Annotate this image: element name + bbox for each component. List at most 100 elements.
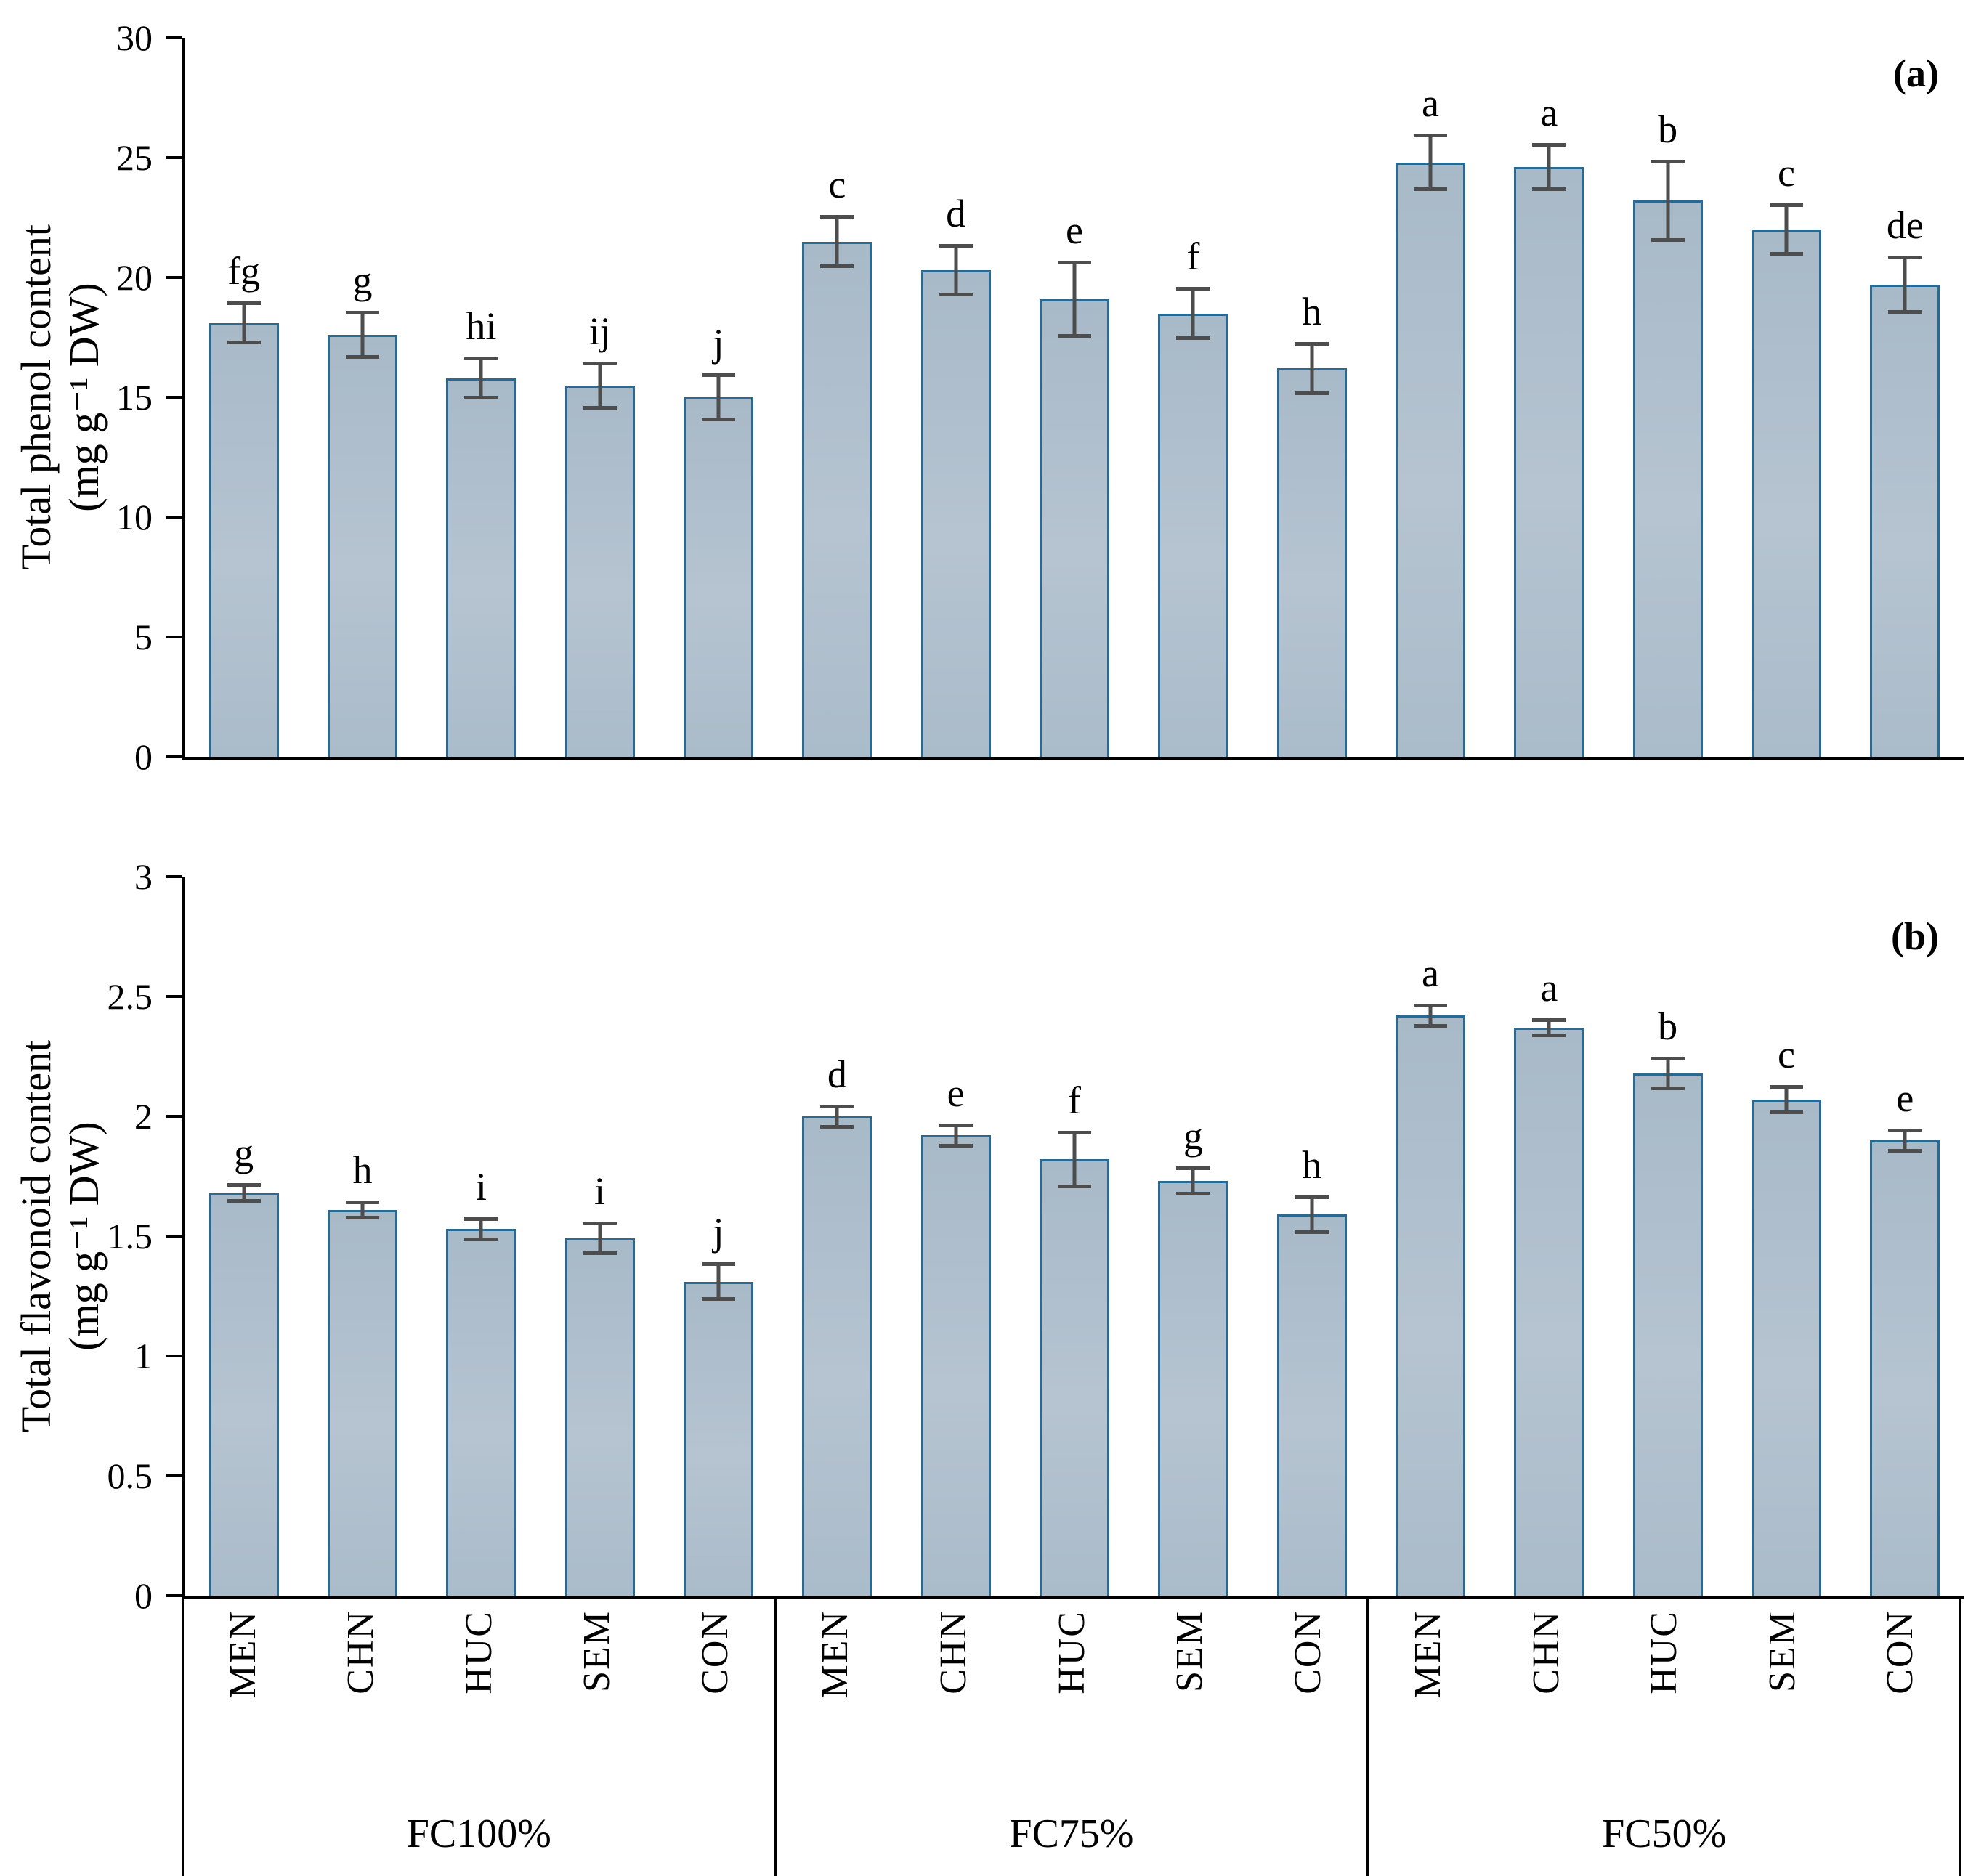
- error-bar: [1295, 342, 1329, 395]
- error-bar: [227, 301, 261, 345]
- treatment-label: HUC: [1050, 1610, 1093, 1694]
- y-tick-label: 0: [134, 1575, 153, 1616]
- error-bar-cap-bottom: [1532, 1034, 1566, 1038]
- bar: [1632, 200, 1703, 757]
- significance-letter: e: [1066, 208, 1083, 252]
- bar: [1514, 167, 1584, 757]
- error-bar-cap-bottom: [1414, 1023, 1447, 1028]
- bar: [1276, 1214, 1347, 1596]
- error-bar-line: [479, 356, 483, 400]
- bar: [1514, 1027, 1584, 1596]
- treatment-label: MEN: [222, 1610, 264, 1699]
- y-tick-label: 30: [116, 17, 153, 58]
- treatment-label: CHN: [1525, 1610, 1567, 1694]
- error-bar: [1888, 1128, 1922, 1153]
- error-bar-line: [1666, 1056, 1670, 1090]
- treatment-slot: CHN: [1487, 1599, 1605, 1694]
- y-axis-units-a: (mg g⁻¹ DW): [60, 283, 108, 512]
- error-bar-cap-top: [1770, 203, 1803, 207]
- bar: [1396, 1015, 1465, 1596]
- bar: [1158, 313, 1228, 757]
- error-bar-line: [954, 243, 958, 297]
- y-tick-label: 2: [134, 1096, 153, 1137]
- bar: [684, 1281, 753, 1596]
- treatment-slot: MEN: [1369, 1599, 1487, 1699]
- y-tick: [166, 1474, 182, 1477]
- error-bar-cap-top: [1532, 143, 1566, 147]
- y-tick-label: 3: [134, 856, 153, 897]
- bar: [446, 1229, 517, 1596]
- error-bar-cap-bottom: [939, 1143, 973, 1148]
- treatment-slot: CON: [1249, 1599, 1367, 1694]
- group-cell: MEN CHN HUC SEM CON FC75%: [777, 1599, 1369, 1876]
- bar: [920, 1135, 991, 1596]
- error-bar-cap-top: [939, 1123, 973, 1127]
- error-bar-cap-bottom: [1888, 1148, 1922, 1153]
- error-bar-cap-bottom: [346, 355, 379, 360]
- group-label: FC100%: [406, 1811, 551, 1856]
- error-bar-cap-bottom: [346, 1215, 379, 1219]
- significance-letter: a: [1422, 81, 1439, 125]
- error-bar-cap-top: [227, 1183, 261, 1187]
- bar: [1158, 1181, 1228, 1596]
- treatment-label: SEM: [1169, 1610, 1211, 1692]
- y-axis-title-a: Total phenol content: [12, 224, 60, 570]
- treatment-label: CHN: [932, 1610, 974, 1694]
- error-bar-line: [1784, 203, 1789, 256]
- significance-letter: a: [1422, 951, 1439, 995]
- error-bar-cap-bottom: [820, 264, 854, 268]
- error-bar-cap-bottom: [1295, 391, 1329, 395]
- y-tick: [166, 276, 182, 279]
- error-bar: [1651, 1056, 1685, 1090]
- error-bar-line: [598, 361, 602, 410]
- y-tick: [166, 1115, 182, 1118]
- treatment-label-row: MEN CHN HUC SEM CON: [184, 1599, 774, 1811]
- significance-letter: h: [1302, 290, 1322, 334]
- error-bar-line: [1666, 160, 1670, 242]
- bar: [1040, 1159, 1109, 1596]
- bar: [1870, 1140, 1940, 1596]
- y-tick: [166, 516, 182, 519]
- significance-letter: h: [352, 1148, 373, 1192]
- error-bar: [1414, 1003, 1447, 1028]
- significance-letter: j: [713, 321, 724, 365]
- error-bar: [939, 243, 973, 297]
- significance-letter: ij: [588, 309, 611, 353]
- error-bar-cap-top: [1295, 1195, 1329, 1199]
- treatment-label: CHN: [340, 1610, 382, 1694]
- error-bar-line: [835, 1104, 839, 1129]
- treatment-slot: HUC: [1605, 1599, 1723, 1694]
- error-bar-cap-bottom: [464, 1237, 498, 1241]
- error-bar-cap-bottom: [583, 405, 617, 410]
- error-bar-cap-bottom: [227, 1198, 261, 1203]
- plot-area-b: 0 0.5 1 1.5 2 2.5 3 g h i i j d e f g h a a b c e: [108, 858, 1964, 1614]
- bar: [564, 1238, 635, 1596]
- error-bar: [1532, 143, 1566, 192]
- error-bar: [464, 356, 498, 400]
- x-axis-box: MEN CHN HUC SEM CON FC100% MEN CHN HUC SEM CON FC75…: [182, 1599, 1962, 1876]
- error-bar-line: [598, 1222, 602, 1256]
- error-bar-cap-top: [464, 356, 498, 360]
- error-bar-cap-top: [1651, 160, 1685, 164]
- error-bar-cap-bottom: [1651, 1086, 1685, 1090]
- y-tick-label: 1.5: [107, 1216, 153, 1256]
- error-bar-cap-top: [1532, 1018, 1566, 1022]
- error-bar-cap-top: [1888, 256, 1922, 260]
- bar: [1752, 230, 1821, 757]
- bar: [446, 378, 517, 757]
- error-bar-cap-bottom: [464, 396, 498, 400]
- treatment-label: HUC: [458, 1610, 500, 1694]
- error-bar-cap-bottom: [1295, 1230, 1329, 1234]
- significance-letter: c: [828, 163, 846, 207]
- error-bar: [227, 1183, 261, 1203]
- treatment-label: HUC: [1643, 1610, 1685, 1694]
- y-tick-label: 25: [116, 137, 153, 178]
- error-bar-line: [360, 311, 365, 360]
- treatment-label: SEM: [576, 1610, 618, 1692]
- error-bar-line: [954, 1123, 958, 1148]
- error-bar: [1532, 1018, 1566, 1038]
- error-bar-cap-bottom: [1651, 237, 1685, 242]
- error-bar: [1176, 1166, 1210, 1195]
- bar: [328, 1209, 397, 1596]
- error-bar-line: [1547, 1018, 1551, 1038]
